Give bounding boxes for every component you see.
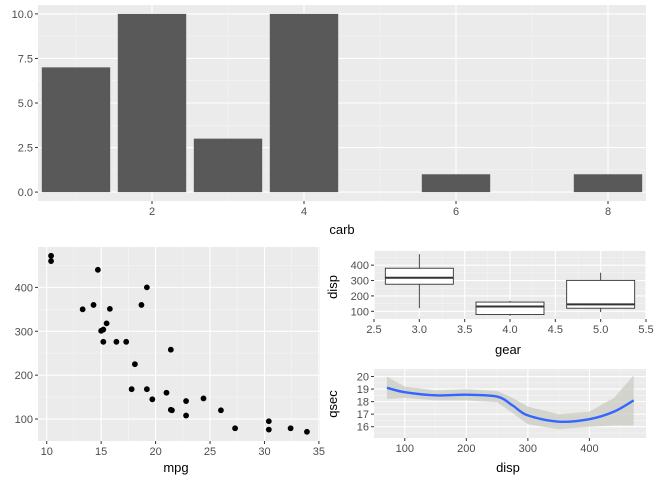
- scatter-point-19: [163, 389, 170, 396]
- mpg-panel: [38, 247, 320, 441]
- scatter-point-4: [90, 302, 97, 308]
- carb-y-tick-label: 10.0: [12, 9, 33, 21]
- mpg-x-tick-label: 35: [313, 446, 325, 458]
- gear-x-tick-label: 3.5: [457, 324, 472, 336]
- mpg-y-tick-label: 200: [15, 370, 33, 382]
- scatter-point-30: [287, 425, 294, 432]
- carb-x-tick-label: 2: [149, 206, 155, 218]
- smooth-confidence-band: [386, 375, 634, 430]
- scatter-point-28: [265, 418, 272, 425]
- mpg-x-tick-label: 30: [258, 446, 270, 458]
- bar-carb-2: [117, 13, 187, 193]
- scatter-point-5: [94, 266, 101, 273]
- gear-y-tick-label: 100: [351, 306, 369, 318]
- carb-x-tick-label: 8: [605, 206, 611, 218]
- scatter-point-8: [100, 338, 107, 345]
- scatter-point-27: [232, 425, 238, 432]
- carb-y-tick-label: 5.0: [18, 98, 33, 110]
- gear-x-tick-label: 2.5: [366, 324, 381, 336]
- mpg-x-tick-label: 20: [149, 446, 161, 458]
- mpg-x-tick-label: 10: [41, 446, 53, 458]
- disp-y-tick-label: 20: [357, 372, 369, 384]
- scatter-point-29: [265, 426, 272, 433]
- scatter-point-22: [169, 407, 175, 414]
- bar-carb-6: [421, 174, 491, 193]
- box-gear-4: [475, 301, 545, 315]
- scatter-point-13: [128, 386, 135, 393]
- gear-y-tick-label: 200: [351, 291, 369, 303]
- bar-carb-3: [193, 138, 263, 193]
- disp-x-tick-label: 200: [457, 443, 475, 455]
- box-ylabel: disp: [325, 275, 340, 299]
- carb-x-tick-label: 4: [301, 206, 307, 218]
- carb-xlabel: carb: [329, 222, 354, 237]
- mpg-x-tick-label: 15: [95, 446, 107, 458]
- scatter-point-17: [143, 284, 150, 291]
- scatter-point-31: [304, 428, 310, 435]
- scatter-point-18: [149, 396, 156, 403]
- mpg-y-tick-label: 100: [15, 414, 33, 426]
- disp-y-tick-label: 19: [357, 384, 369, 396]
- disp-x-tick-label: 400: [580, 443, 598, 455]
- scatter-point-12: [123, 338, 130, 345]
- disp-xlabel: disp: [496, 460, 520, 475]
- scatter-point-24: [183, 398, 189, 404]
- mpg-x-tick-label: 25: [204, 446, 216, 458]
- scatter-point-9: [103, 320, 110, 327]
- gear-y-tick-label: 300: [351, 276, 369, 288]
- disp-y-tick-label: 16: [357, 422, 369, 434]
- disp-x-tick-label: 300: [519, 443, 537, 455]
- scatter-point-1: [48, 252, 54, 259]
- scatter-point-15: [138, 302, 145, 308]
- carb-y-tick-label: 2.5: [18, 143, 33, 155]
- smooth-ylabel: qsec: [325, 390, 340, 418]
- box-gear-3: [384, 267, 454, 285]
- disp-x-tick-label: 100: [396, 443, 414, 455]
- gear-x-tick-label: 4.0: [502, 324, 517, 336]
- scatter-point-26: [218, 407, 224, 414]
- gear-x-tick-label: 5.5: [638, 324, 653, 336]
- gear-y-tick-label: 400: [351, 260, 369, 272]
- carb-y-tick-label: 7.5: [18, 53, 33, 65]
- scatter-point-23: [183, 412, 189, 419]
- scatter-point-10: [106, 305, 113, 312]
- scatter-point-14: [132, 361, 138, 368]
- carb-x-tick-label: 6: [453, 206, 459, 218]
- scatter-point-2: [48, 258, 54, 264]
- scatter-point-7: [100, 326, 107, 333]
- scatter-point-3: [79, 306, 86, 313]
- scatter-point-11: [113, 338, 120, 345]
- smooth-line: [386, 386, 635, 424]
- mpg-y-tick-label: 400: [15, 282, 33, 294]
- gear-x-tick-label: 4.5: [548, 324, 563, 336]
- gear-xlabel: gear: [495, 342, 522, 357]
- carb-y-tick-label: 0.0: [18, 187, 33, 199]
- bar-carb-4: [269, 13, 339, 193]
- scatter-point-25: [200, 395, 207, 402]
- scatter-point-21: [167, 346, 174, 353]
- scatter-point-16: [143, 386, 150, 393]
- gear-x-tick-label: 5.0: [593, 324, 608, 336]
- bar-carb-1: [41, 67, 111, 193]
- gear-x-tick-label: 3.0: [412, 324, 427, 336]
- disp-y-tick-label: 17: [357, 409, 369, 421]
- mpg-y-tick-label: 300: [15, 326, 33, 338]
- disp-y-tick-label: 18: [357, 397, 369, 409]
- bar-carb-8: [573, 174, 643, 193]
- mpg-xlabel: mpg: [163, 460, 188, 475]
